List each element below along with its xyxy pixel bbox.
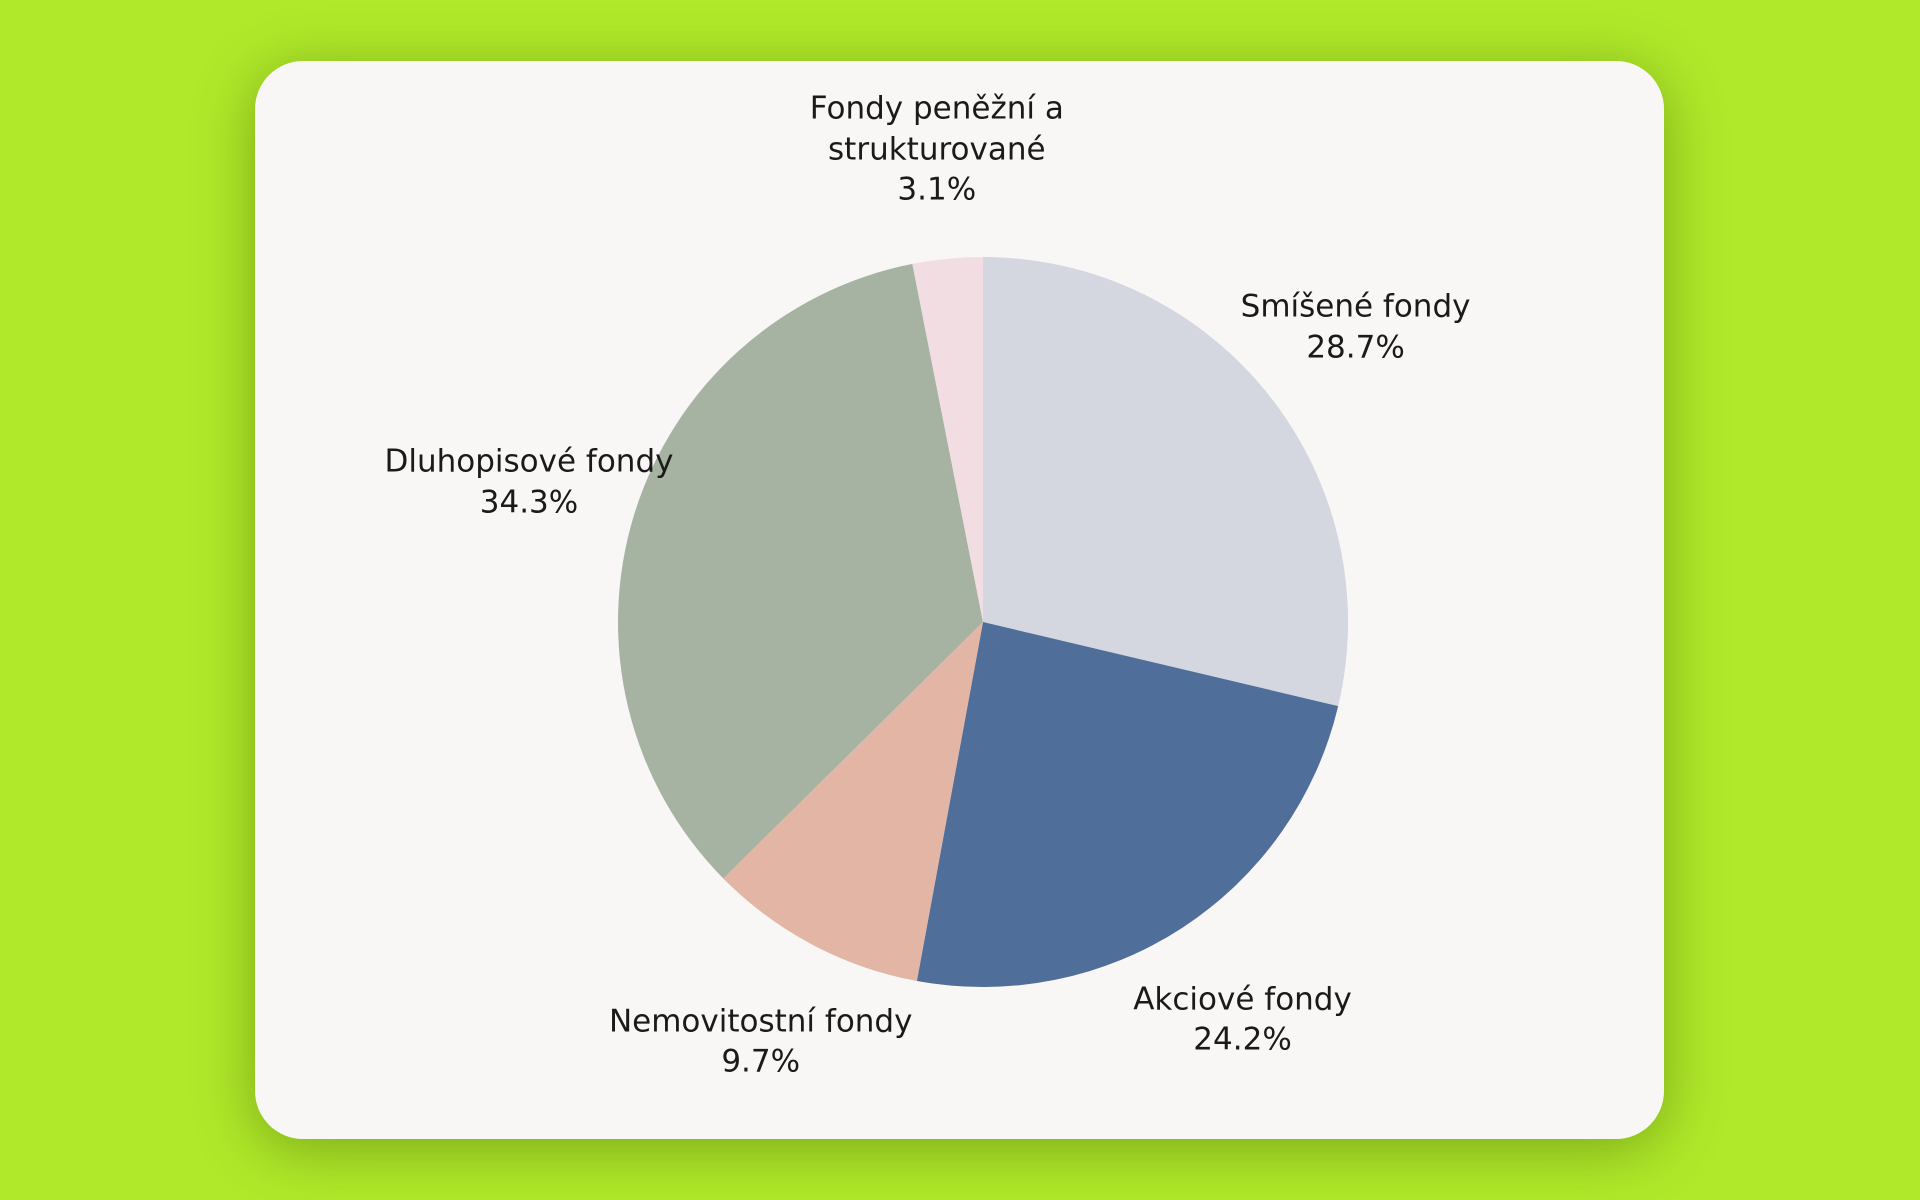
slice-label: Fondy peněžní a strukturované 3.1%	[762, 89, 1112, 210]
category-label: Akciové fondy	[1133, 981, 1352, 1018]
slice-label: Dluhopisové fondy 34.3%	[384, 442, 673, 523]
value-label: 3.1%	[897, 171, 977, 208]
pie-slice	[618, 263, 983, 879]
category-label: Nemovitostní fondy	[608, 1003, 913, 1040]
pie-slice	[723, 622, 983, 981]
category-label: Fondy peněžní a strukturované	[809, 90, 1064, 168]
slice-label: Akciové fondy 24.2%	[1133, 980, 1352, 1061]
value-label: 9.7%	[721, 1043, 801, 1080]
value-label: 24.2%	[1193, 1021, 1292, 1058]
pie-slice	[983, 257, 1349, 707]
pie-slice	[912, 257, 983, 622]
slice-label: Nemovitostní fondy 9.7%	[609, 1001, 912, 1082]
slice-label: Smíšené fondy 28.7%	[1241, 287, 1471, 368]
value-label: 34.3%	[479, 484, 579, 521]
value-label: 28.7%	[1306, 329, 1405, 366]
pie-slice	[916, 622, 1339, 987]
category-label: Smíšené fondy	[1240, 289, 1471, 326]
category-label: Dluhopisové fondy	[384, 444, 674, 481]
